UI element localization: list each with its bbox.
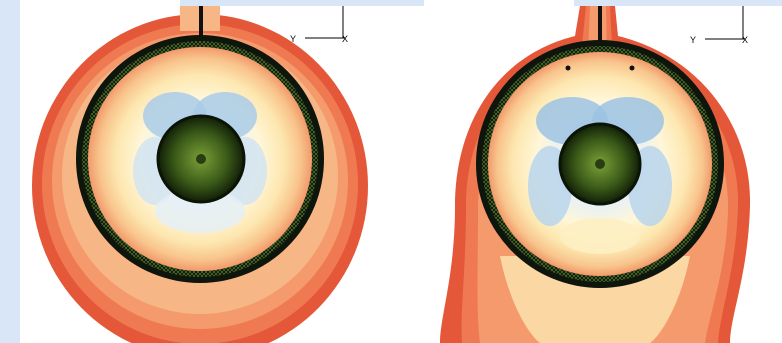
contour-plot-right: Y X [440,6,751,343]
simulation-panel-right: Y X [400,6,782,343]
core-center [595,159,605,169]
feed-stem [199,6,203,38]
cool-lobe-bottom [155,189,245,233]
contour-plot-left: Y X [32,6,368,343]
top-strip-left [20,0,180,6]
simulation-panel-left: Y X [20,6,400,343]
core-center [196,154,206,164]
axis-triad: Y X [690,6,748,45]
top-strip-right [424,0,574,6]
axis-x-label: X [742,35,748,45]
axis-x-label: X [342,34,348,44]
warm-spot-bottom [560,218,640,254]
axis-y-label: Y [290,34,296,44]
axis-y-label: Y [690,35,696,45]
mount-dot-right [629,65,635,71]
axis-triad: Y X [290,6,348,44]
mount-dot-left [565,65,571,71]
feed-stem [598,6,602,46]
